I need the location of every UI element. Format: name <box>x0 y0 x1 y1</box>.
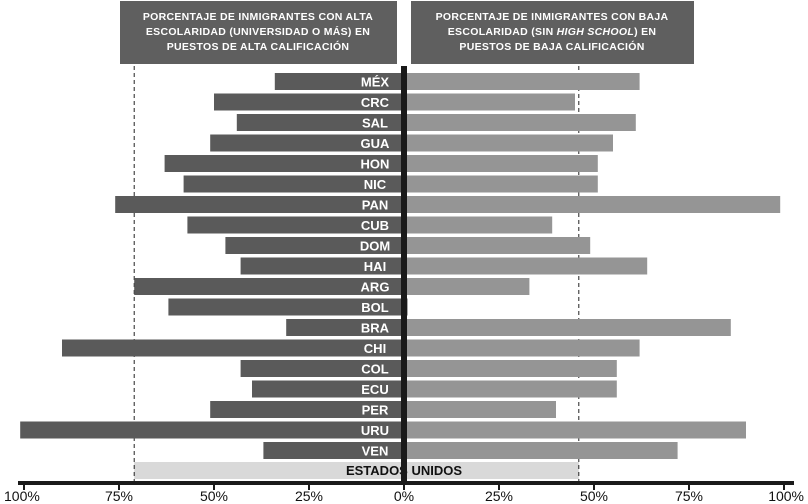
category-label: URU <box>361 423 389 438</box>
left-header-box <box>120 1 397 64</box>
category-label: ECU <box>361 382 388 397</box>
x-tick-label: 75% <box>105 488 133 504</box>
category-label: COL <box>361 362 389 377</box>
left-bar-cub <box>187 216 404 234</box>
baseline-band <box>134 462 579 479</box>
category-label: ARG <box>361 280 390 295</box>
category-label: SAL <box>362 116 388 131</box>
category-label: GUA <box>361 136 391 151</box>
x-axis-line <box>18 481 794 485</box>
left-bar-méx <box>274 73 404 90</box>
right-bar-ven <box>404 442 678 459</box>
left-header-line: ESCOLARIDAD (UNIVERSIDAD O MÁS) EN <box>146 25 370 38</box>
x-tick-label: 75% <box>675 488 703 504</box>
header-layer: PORCENTAJE DE INMIGRANTES CON ALTA ESCOLA… <box>120 1 694 64</box>
category-label: VEN <box>362 444 389 459</box>
category-label: PER <box>362 403 389 418</box>
left-header-line: PORCENTAJE DE INMIGRANTES CON ALTA <box>143 11 373 23</box>
left-bar-dom <box>225 237 404 254</box>
x-tick-label: 100% <box>768 488 804 504</box>
right-bar-bra <box>404 319 731 336</box>
category-label: HON <box>361 157 390 172</box>
x-tick-label: 25% <box>485 488 513 504</box>
category-label: BRA <box>361 321 390 336</box>
left-bar-nic <box>183 175 404 193</box>
x-tick-label: 50% <box>200 488 228 504</box>
right-bar-nic <box>404 175 598 193</box>
left-bar-per <box>210 401 404 418</box>
x-tick-label: 50% <box>580 488 608 504</box>
x-tick-label: 25% <box>295 488 323 504</box>
right-bar-sal <box>404 114 636 131</box>
right-bar-uru <box>404 421 746 439</box>
right-bar-chi <box>404 339 640 357</box>
right-bar-cub <box>404 216 553 234</box>
category-label: BOL <box>361 300 389 315</box>
right-header-line: PORCENTAJE DE INMIGRANTES CON BAJA <box>436 11 669 23</box>
x-tick-label: 0% <box>394 488 414 504</box>
bars-layer: MÉX CRC SAL GUA HON NIC PAN CUB DOM HAI ARG BOL BRA C… <box>20 73 781 459</box>
left-bar-ven <box>263 442 404 459</box>
left-bar-chi <box>62 339 404 357</box>
category-label: CRC <box>361 95 390 110</box>
right-bar-dom <box>404 237 591 254</box>
category-label: PAN <box>362 198 388 213</box>
center-axis <box>401 66 407 481</box>
right-bar-ecu <box>404 380 617 398</box>
category-label: CUB <box>361 218 389 233</box>
right-bar-arg <box>404 278 530 295</box>
left-bar-crc <box>214 93 404 111</box>
right-bar-col <box>404 360 617 377</box>
left-bar-pan <box>115 196 404 213</box>
right-bar-méx <box>404 73 640 90</box>
right-bar-gua <box>404 134 613 152</box>
category-label: NIC <box>364 177 387 192</box>
left-bar-hon <box>164 155 404 172</box>
category-label: MÉX <box>361 75 390 90</box>
right-header-box <box>411 1 694 64</box>
right-bar-per <box>404 401 556 418</box>
right-bar-hon <box>404 155 598 172</box>
category-label: CHI <box>364 341 386 356</box>
left-bar-arg <box>134 278 404 295</box>
left-bar-hai <box>240 257 404 275</box>
x-tick-label: 100% <box>4 488 40 504</box>
left-bar-ecu <box>252 380 404 398</box>
right-header-line: PUESTOS DE BAJA CALIFICACIÓN <box>459 40 644 53</box>
right-bar-pan <box>404 196 781 213</box>
right-bar-hai <box>404 257 648 275</box>
category-label: DOM <box>360 239 390 254</box>
left-bar-bol <box>168 298 404 316</box>
right-header-line: ESCOLARIDAD (SIN HIGH SCHOOL) EN <box>448 26 657 38</box>
left-bar-gua <box>210 134 404 152</box>
left-bar-bra <box>286 319 404 336</box>
left-bar-col <box>240 360 404 377</box>
axis-layer: 100% 75% 50% 25% 0% 25% 50% 75% 100% <box>4 66 804 504</box>
left-header-line: PUESTOS DE ALTA CALIFICACIÓN <box>167 40 350 53</box>
right-bar-crc <box>404 93 575 111</box>
left-bar-uru <box>20 421 404 439</box>
category-label: HAI <box>364 259 386 274</box>
left-bar-sal <box>236 114 404 131</box>
